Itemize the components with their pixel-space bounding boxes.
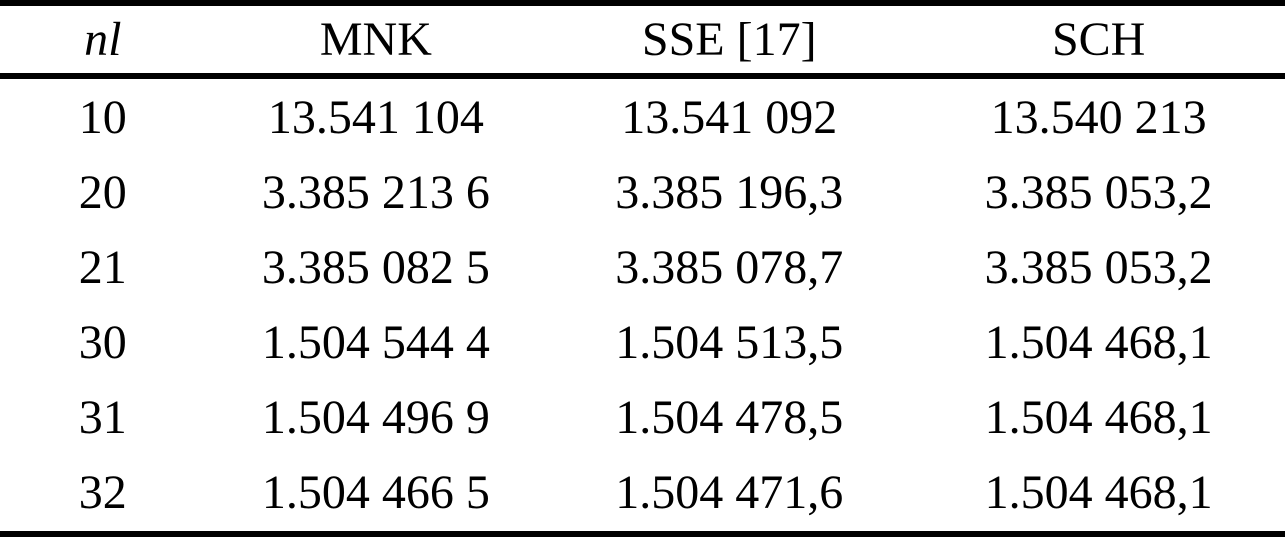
table-row: 20 3.385 213 6 3.385 196,3 3.385 053,2 (0, 155, 1285, 230)
cell-sse: 1.504 471,6 (615, 466, 844, 520)
cell-sch: 3.385 053,2 (984, 241, 1213, 294)
cell-nl: 32 (78, 466, 127, 520)
cell-nl: 21 (78, 241, 127, 294)
cell-sch: 1.504 468,1 (984, 315, 1213, 369)
cell-nl: 10 (78, 90, 127, 144)
column-header-sch: SCH (1051, 13, 1146, 66)
cell-sse: 13.541 092 (621, 90, 838, 144)
cell-sch: 13.540 213 (990, 90, 1207, 144)
cell-mnk: 1.504 544 4 (261, 315, 490, 369)
table-row: 32 1.504 466 5 1.504 471,6 1.504 468,1 (0, 455, 1285, 534)
cell-sch: 1.504 468,1 (984, 390, 1213, 444)
table-header: nl MNK SSE [17] SCH (0, 3, 1285, 76)
cell-sse: 1.504 478,5 (615, 390, 844, 444)
table-row: 31 1.504 496 9 1.504 478,5 1.504 468,1 (0, 380, 1285, 455)
cell-mnk: 3.385 082 5 (261, 241, 490, 294)
cell-sse: 3.385 196,3 (615, 166, 844, 220)
cell-sch: 1.504 468,1 (984, 466, 1213, 520)
cell-sse: 1.504 513,5 (615, 315, 844, 369)
column-header-nl: nl (84, 13, 122, 66)
cell-mnk: 13.541 104 (267, 90, 484, 144)
table-row: 30 1.504 544 4 1.504 513,5 1.504 468,1 (0, 305, 1285, 380)
column-header-mnk: MNK (319, 13, 432, 66)
cell-nl: 20 (78, 166, 127, 220)
table-row: 10 13.541 104 13.541 092 13.540 213 (0, 76, 1285, 155)
column-header-sse: SSE [17] (641, 13, 817, 66)
cell-mnk: 1.504 466 5 (261, 466, 490, 520)
cell-sch: 3.385 053,2 (984, 166, 1213, 220)
table-row: 21 3.385 082 5 3.385 078,7 3.385 053,2 (0, 230, 1285, 305)
header-row: nl MNK SSE [17] SCH (0, 3, 1285, 76)
cell-sse: 3.385 078,7 (615, 241, 844, 294)
cell-mnk: 3.385 213 6 (261, 166, 490, 220)
cell-nl: 30 (78, 315, 127, 369)
table-body: 10 13.541 104 13.541 092 13.540 213 20 3… (0, 76, 1285, 534)
cell-mnk: 1.504 496 9 (261, 390, 490, 444)
cell-nl: 31 (78, 390, 127, 444)
